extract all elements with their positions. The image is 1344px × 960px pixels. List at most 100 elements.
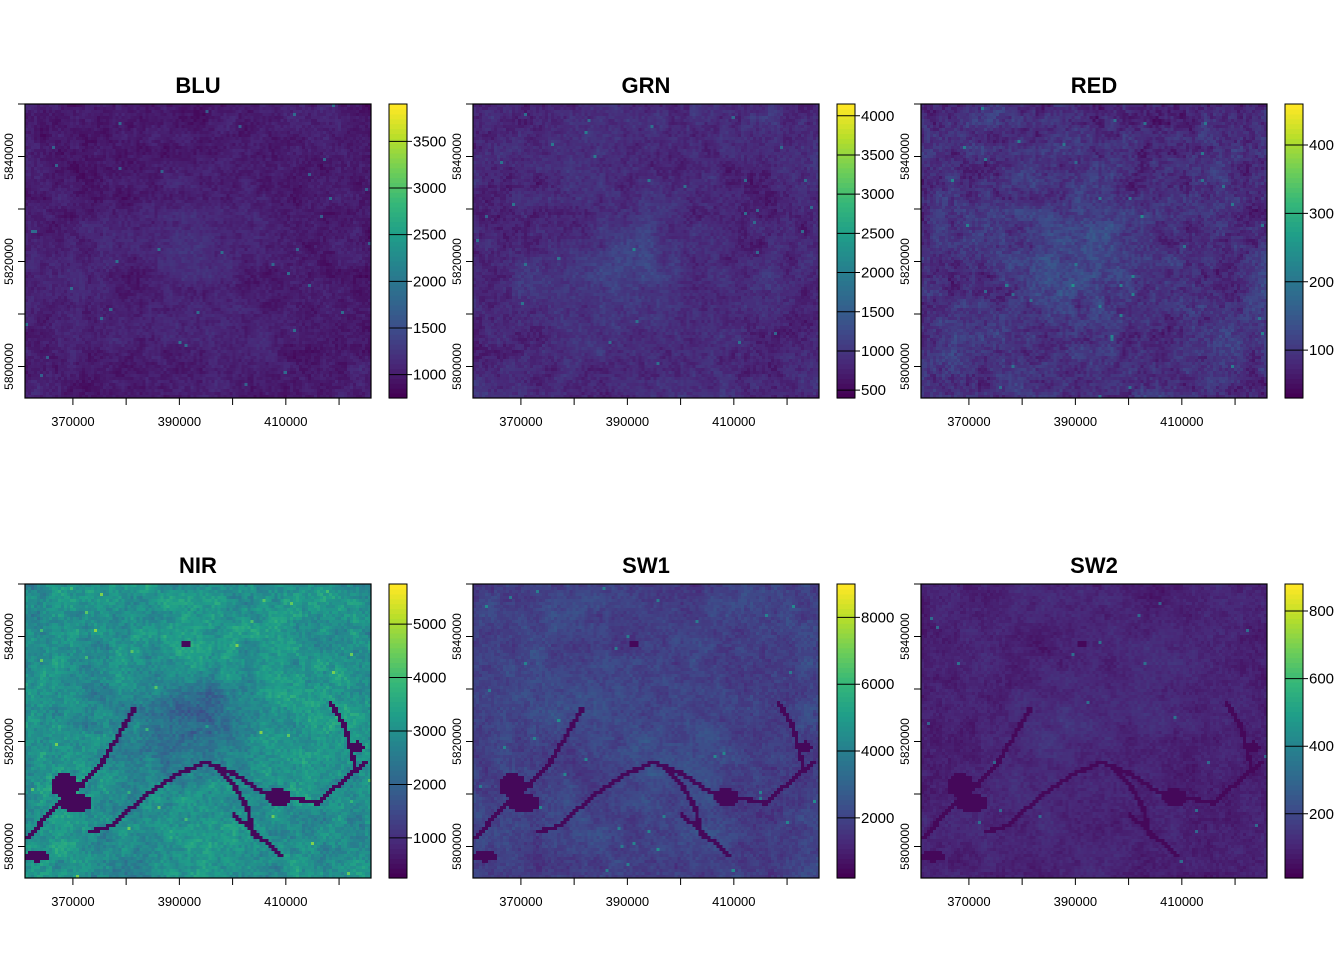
legend-tick-label: 8000 (861, 609, 894, 626)
legend-tick-label: 200 (1309, 274, 1334, 291)
legend-tick-label: 2500 (861, 225, 894, 242)
legend-tick-label: 300 (1309, 205, 1334, 222)
legend-tick-label: 2500 (413, 227, 446, 244)
legend-color-step (1285, 187, 1303, 193)
legend-color-step (1285, 804, 1303, 810)
legend-color-step (389, 686, 407, 693)
legend-color-step (389, 314, 407, 321)
legend-color-step (389, 755, 407, 761)
legend-color-step (389, 623, 407, 629)
legend-color-step (1285, 319, 1303, 326)
legend-color-step (389, 814, 407, 820)
legend-color-step (389, 745, 407, 752)
legend-color-step (389, 618, 407, 624)
legend-color-step (389, 760, 407, 766)
legend-color-step (837, 584, 855, 590)
legend-color-step (837, 598, 855, 605)
legend-color-step (837, 794, 855, 801)
legend-color-step (1285, 353, 1303, 360)
legend-color-step (837, 858, 855, 864)
x-tick-label: 410000 (1160, 894, 1203, 909)
legend-color-step (1285, 314, 1303, 321)
legend-color-step (837, 157, 855, 164)
legend-color-step (1285, 167, 1303, 174)
legend-color-step (837, 339, 855, 345)
legend-color-step (389, 819, 407, 825)
legend-tick-label: 3500 (413, 133, 446, 150)
legend-color-step (389, 187, 407, 193)
legend-bar (1284, 583, 1304, 879)
legend-color-step (389, 182, 407, 188)
legend-color-step (1285, 128, 1303, 134)
legend-color-step (837, 814, 855, 820)
legend-color-step (1285, 241, 1303, 247)
legend-color-step (389, 711, 407, 717)
legend-color-step (389, 300, 407, 306)
x-tick-label: 390000 (606, 894, 649, 909)
x-tick-label: 390000 (1054, 414, 1097, 429)
legend-tick-label: 100 (1309, 342, 1334, 359)
legend-color-step (837, 148, 855, 154)
legend-color-step (389, 324, 407, 330)
legend-color-step (1285, 344, 1303, 350)
legend-color-step (389, 192, 407, 198)
legend-color-step (1285, 613, 1303, 619)
legend-color-step (1285, 216, 1303, 223)
panel-nir: NIR 370000 390000 410000 5800000 5820000 58400… (2, 553, 446, 909)
legend-tick-label: 2000 (861, 810, 894, 827)
legend-color-step (837, 368, 855, 375)
panel-title: NIR (179, 553, 217, 578)
legend-color-step (1285, 197, 1303, 203)
legend-bar (836, 583, 856, 879)
legend-color-step (1285, 623, 1303, 629)
legend-color-step (837, 143, 855, 149)
legend-color-step (389, 824, 407, 830)
legend-color-step (389, 270, 407, 277)
y-tick-label: 5800000 (2, 823, 16, 870)
legend-color-step (1285, 858, 1303, 864)
legend-color-step (389, 637, 407, 644)
legend-color-step (837, 363, 855, 370)
legend-color-step (389, 863, 407, 869)
legend-color-step (1285, 334, 1303, 340)
legend-color-step (837, 677, 855, 683)
legend-color-step (837, 192, 855, 198)
legend-color-step (389, 206, 407, 213)
legend-color-step (1285, 706, 1303, 712)
legend-color-step (837, 691, 855, 698)
x-tick-label: 410000 (712, 414, 755, 429)
legend-color-step (837, 290, 855, 296)
y-tick-label: 5800000 (2, 343, 16, 390)
legend-color-step (1285, 716, 1303, 722)
legend-color-step (837, 633, 855, 639)
map-frame (920, 583, 1268, 879)
legend-color-step (837, 696, 855, 703)
legend-color-step (837, 153, 855, 159)
legend-color-step (837, 603, 855, 610)
legend-color-step (837, 657, 855, 663)
legend-color-step (389, 647, 407, 654)
legend-color-step (1285, 740, 1303, 747)
legend-color-step (1285, 642, 1303, 649)
legend-tick-label: 400 (1309, 137, 1334, 154)
legend-color-step (837, 270, 855, 277)
y-tick-label: 5840000 (898, 133, 912, 180)
legend-color-step (1285, 672, 1303, 678)
legend-color-step (389, 157, 407, 164)
legend-tick-label: 5000 (413, 616, 446, 633)
legend-color-step (837, 383, 855, 389)
panel-title: SW1 (622, 553, 670, 578)
legend-color-step (837, 138, 855, 144)
legend-color-step (1285, 647, 1303, 654)
legend-color-step (837, 251, 855, 257)
legend-color-step (1285, 290, 1303, 296)
panel-blu: BLU 370000 390000 410000 5800000 5820000 58400… (2, 73, 446, 429)
legend-color-step (389, 251, 407, 257)
legend-color-step (837, 108, 855, 115)
x-tick-label: 390000 (158, 414, 201, 429)
y-tick-label: 5800000 (450, 823, 464, 870)
legend-color-step (837, 760, 855, 766)
legend-color-step (389, 104, 407, 110)
legend-color-step (837, 216, 855, 223)
legend-color-step (1285, 260, 1303, 267)
